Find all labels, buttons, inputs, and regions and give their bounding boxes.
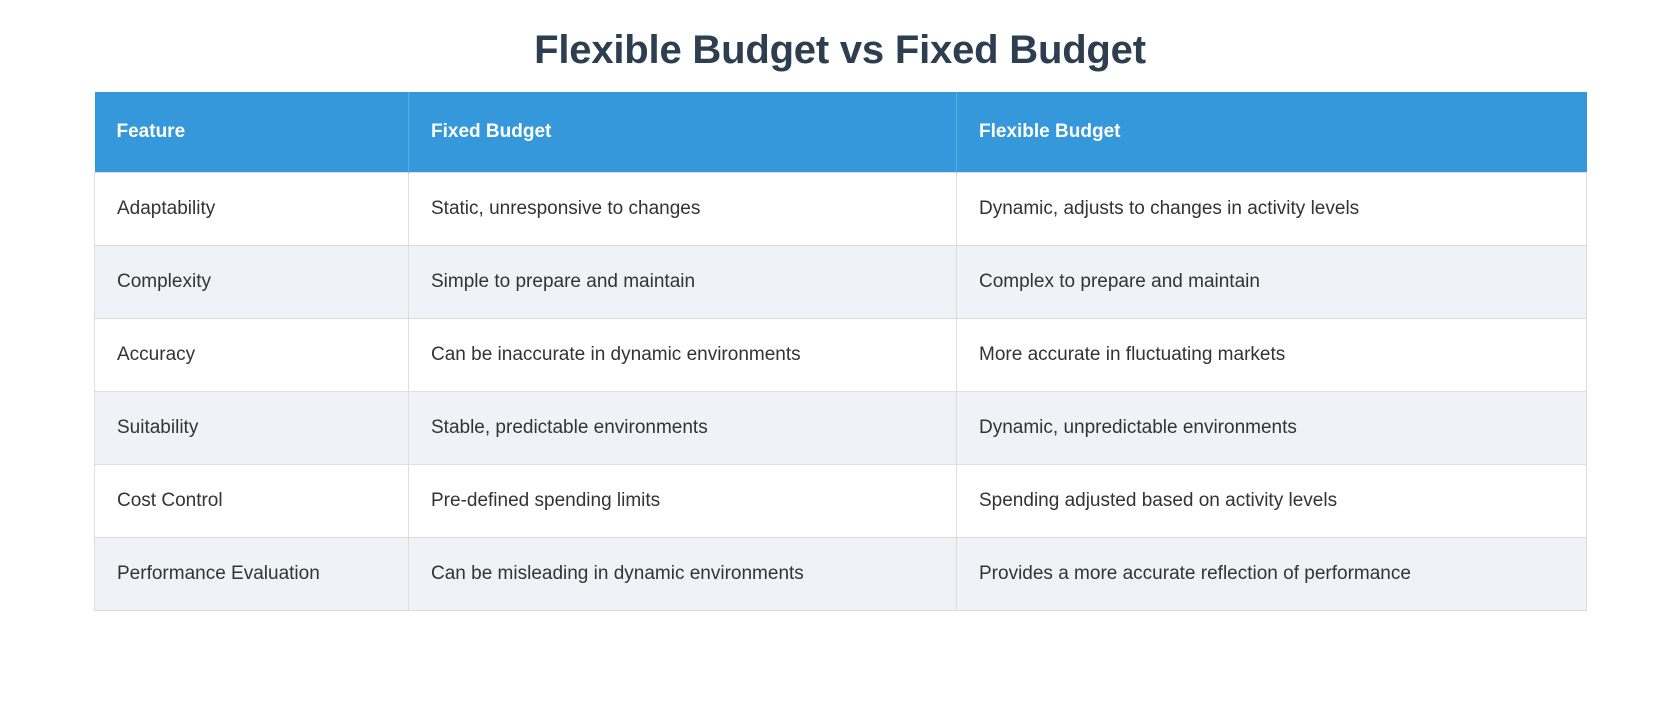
cell-fixed-budget: Pre-defined spending limits <box>408 463 957 538</box>
table-row: Suitability Stable, predictable environme… <box>94 390 1587 465</box>
cell-flexible-budget: Provides a more accurate reflection of p… <box>956 536 1587 611</box>
comparison-table: Feature Fixed Budget Flexible Budget Ada… <box>94 92 1587 611</box>
cell-fixed-budget: Static, unresponsive to changes <box>408 171 957 246</box>
table-row: Accuracy Can be inaccurate in dynamic env… <box>94 317 1587 392</box>
table-header-row: Feature Fixed Budget Flexible Budget <box>94 92 1587 172</box>
cell-feature: Suitability <box>94 390 409 465</box>
cell-flexible-budget: Dynamic, unpredictable environments <box>956 390 1587 465</box>
table-body: Adaptability Static, unresponsive to chan… <box>94 171 1587 611</box>
cell-feature: Complexity <box>94 244 409 319</box>
cell-feature: Cost Control <box>94 463 409 538</box>
column-header-feature[interactable]: Feature <box>94 92 409 172</box>
cell-feature: Performance Evaluation <box>94 536 409 611</box>
table-header: Feature Fixed Budget Flexible Budget <box>94 92 1587 172</box>
table-row: Adaptability Static, unresponsive to chan… <box>94 171 1587 246</box>
table-row: Cost Control Pre-defined spending limits S… <box>94 463 1587 538</box>
cell-flexible-budget: Dynamic, adjusts to changes in activity … <box>956 171 1587 246</box>
table-row: Performance Evaluation Can be misleading … <box>94 536 1587 611</box>
cell-flexible-budget: Spending adjusted based on activity leve… <box>956 463 1587 538</box>
cell-fixed-budget: Stable, predictable environments <box>408 390 957 465</box>
table-container: Feature Fixed Budget Flexible Budget Ada… <box>94 92 1587 611</box>
column-header-fixed-budget[interactable]: Fixed Budget <box>408 92 957 172</box>
cell-feature: Adaptability <box>94 171 409 246</box>
cell-fixed-budget: Can be misleading in dynamic environment… <box>408 536 957 611</box>
column-header-flexible-budget[interactable]: Flexible Budget <box>956 92 1587 172</box>
table-row: Complexity Simple to prepare and maintain… <box>94 244 1587 319</box>
cell-flexible-budget: Complex to prepare and maintain <box>956 244 1587 319</box>
page-title: Flexible Budget vs Fixed Budget <box>534 28 1146 72</box>
cell-fixed-budget: Can be inaccurate in dynamic environment… <box>408 317 957 392</box>
cell-feature: Accuracy <box>94 317 409 392</box>
cell-fixed-budget: Simple to prepare and maintain <box>408 244 957 319</box>
cell-flexible-budget: More accurate in fluctuating markets <box>956 317 1587 392</box>
